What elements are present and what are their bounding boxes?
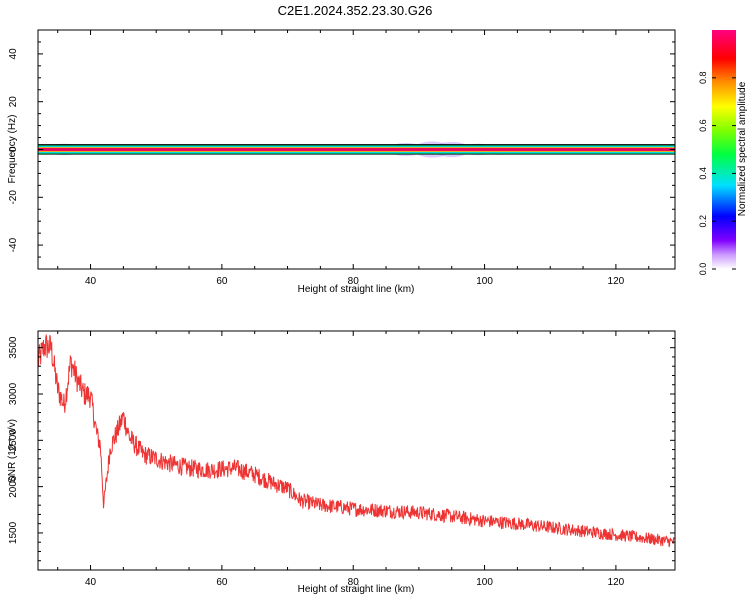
spectrogram-content (38, 141, 675, 158)
y-tick-label: 40 (8, 48, 19, 60)
figure-title: C2E1.2024.352.23.30.G26 (278, 3, 433, 18)
x-tick-label: 120 (608, 276, 625, 287)
snr-y-ticks: 3500 3000 2500 2000 1500 (8, 336, 675, 562)
y-tick-label: 20 (8, 96, 19, 108)
spectrogram-y-label: Frequency (Hz) (7, 115, 18, 184)
colorbar-tick-label: 0.6 (698, 119, 708, 132)
x-tick-label: 120 (608, 577, 625, 588)
snr-y-label: SNR (10 * v/v) (7, 419, 18, 483)
colorbar-tick-label: 0.0 (698, 263, 708, 276)
spectrogram-x-ticks: 40 60 80 100 120 (57, 30, 650, 287)
colorbar-tick-label: 0.2 (698, 215, 708, 228)
y-tick-label: -20 (8, 190, 19, 205)
snr-series-line (38, 333, 675, 548)
y-tick-label: -40 (8, 237, 19, 252)
x-tick-label: 40 (85, 577, 97, 588)
y-tick-label: 1500 (8, 521, 19, 544)
colorbar-label: Normalized spectral amplitude (737, 81, 748, 216)
x-tick-label: 60 (216, 577, 228, 588)
y-tick-label: 2000 (8, 475, 19, 498)
colorbar-tick-label: 0.4 (698, 167, 708, 180)
y-tick-label: 3000 (8, 382, 19, 405)
y-tick-label: 3500 (8, 336, 19, 359)
colorbar: 0.0 0.2 0.4 0.6 0.8 Normalized spectral ampl… (698, 30, 748, 275)
spectrogram-x-label: Height of straight line (km) (298, 284, 415, 295)
y-tick-label: 2500 (8, 429, 19, 452)
spectrogram-y-ticks: 40 20 0 -20 -40 (8, 29, 675, 270)
snr-panel: 40 60 80 100 120 3500 3000 2500 2000 1500 Height… (7, 330, 676, 595)
spectrogram-panel: 40 60 80 100 120 40 20 0 -20 -40 Height of strai… (7, 29, 676, 295)
snr-x-label: Height of straight line (km) (298, 584, 415, 595)
x-tick-label: 60 (216, 276, 228, 287)
snr-x-ticks: 40 60 80 100 120 (57, 331, 650, 588)
band-core (38, 148, 675, 151)
snr-plot-area (38, 331, 675, 570)
colorbar-gradient (712, 30, 736, 269)
x-tick-label: 80 (348, 276, 360, 287)
colorbar-ticks: 0.0 0.2 0.4 0.6 0.8 (698, 72, 736, 276)
y-tick-label: 0 (8, 146, 19, 152)
snr-frame (37, 330, 676, 571)
x-tick-label: 100 (476, 577, 493, 588)
x-tick-label: 80 (348, 577, 360, 588)
x-tick-label: 100 (476, 276, 493, 287)
colorbar-tick-label: 0.8 (698, 72, 708, 85)
x-tick-label: 40 (85, 276, 97, 287)
